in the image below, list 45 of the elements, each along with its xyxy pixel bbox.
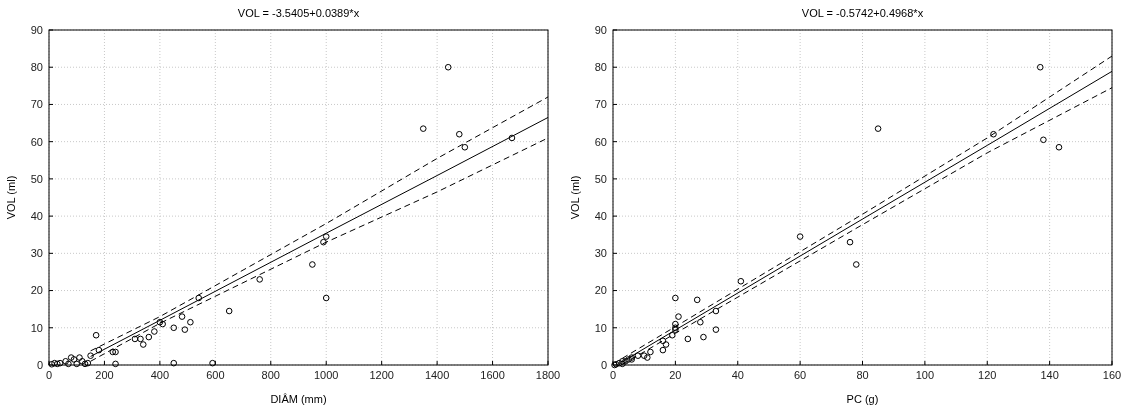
x-axis-title: PC (g): [846, 393, 879, 405]
y-tick-label: 20: [594, 284, 607, 297]
x-tick-label: 60: [794, 369, 807, 381]
x-tick-label: 200: [95, 369, 114, 381]
y-tick-label: 30: [30, 247, 43, 260]
x-tick-label: 100: [915, 369, 935, 381]
x-tick-label: 0: [45, 369, 53, 381]
x-tick-label: 20: [669, 369, 682, 381]
chart-title: VOL = -3.5405+0.0389*x: [237, 7, 360, 19]
x-tick-label: 600: [206, 369, 225, 381]
y-axis-title: VOL (ml): [569, 175, 581, 220]
x-tick-label: 40: [731, 369, 744, 381]
y-tick-label: 90: [30, 23, 43, 36]
y-tick-label: 0: [36, 358, 43, 371]
x-tick-label: 800: [261, 369, 280, 381]
x-tick-label: 1800: [535, 369, 561, 381]
y-tick-label: 20: [30, 284, 43, 297]
y-tick-label: 40: [30, 209, 43, 222]
y-tick-label: 80: [594, 61, 607, 74]
x-axis-title: DIÂM (mm): [270, 393, 327, 405]
y-tick-label: 50: [594, 172, 607, 185]
y-tick-label: 30: [594, 247, 607, 260]
x-tick-label: 1000: [313, 369, 339, 381]
y-tick-label: 90: [594, 23, 607, 36]
x-tick-label: 1200: [369, 369, 394, 381]
chart-title: VOL = -0.5742+0.4968*x: [801, 7, 924, 19]
y-tick-label: 60: [30, 135, 43, 148]
x-tick-label: 1600: [480, 369, 505, 381]
y-axis-title: VOL (ml): [5, 175, 17, 220]
x-tick-label: 0: [609, 369, 617, 381]
y-tick-label: 10: [30, 321, 43, 334]
y-tick-label: 0: [600, 358, 607, 371]
x-tick-label: 80: [856, 369, 869, 381]
y-tick-label: 50: [30, 172, 43, 185]
y-tick-label: 40: [594, 209, 607, 222]
x-tick-label: 400: [150, 369, 170, 381]
y-tick-label: 60: [594, 135, 607, 148]
x-tick-label: 160: [1102, 369, 1122, 381]
x-tick-label: 140: [1040, 369, 1059, 381]
y-tick-label: 10: [594, 321, 607, 334]
x-tick-label: 120: [978, 369, 997, 381]
y-tick-label: 70: [30, 98, 43, 111]
y-tick-label: 70: [594, 98, 607, 111]
y-tick-label: 80: [30, 61, 43, 74]
x-tick-label: 1400: [424, 369, 450, 381]
